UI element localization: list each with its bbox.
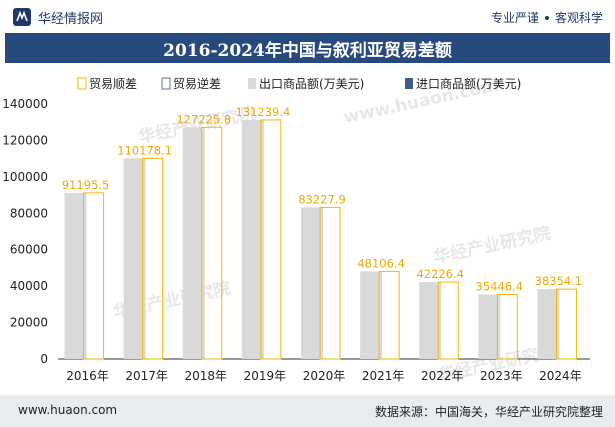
brand-logo-icon (13, 8, 31, 26)
surplus-bar (555, 288, 577, 360)
x-tick-label: 2017年 (125, 369, 168, 383)
legend-swatch (248, 78, 256, 89)
y-tick-label: 60000 (10, 243, 48, 257)
separator-dot-icon (544, 15, 549, 20)
surplus-bar (201, 126, 223, 360)
export-bar (360, 271, 383, 359)
x-tick-label: 2024年 (539, 369, 582, 383)
y-tick-label: 20000 (10, 316, 48, 330)
export-bar (64, 192, 87, 359)
legend-swatch (405, 78, 413, 89)
legend-label: 贸易逆差 (173, 76, 221, 91)
bar-chart: 华经产业研究院 www.huaon.com华经产业研究院华经产业研究院华经产业研究… (2, 76, 590, 386)
data-label: 83227.9 (298, 192, 346, 206)
y-tick-label: 100000 (2, 170, 48, 184)
data-label: 127225.8 (176, 112, 231, 126)
surplus-bar (83, 192, 105, 360)
footer-source: 数据来源：中国海关，华经产业研究院整理 (374, 405, 603, 419)
export-bar (301, 207, 323, 359)
y-tick-label: 0 (40, 352, 48, 366)
export-bar (123, 158, 146, 359)
surplus-bar (260, 119, 282, 360)
chart-title: 2016-2024年中国与叙利亚贸易差额 (163, 40, 452, 61)
export-bar (478, 294, 501, 359)
slogan-right: 客观科学 (554, 11, 603, 25)
legend-label: 出口商品额(万美元) (259, 76, 364, 91)
brand[interactable]: 华经情报网 (12, 7, 103, 27)
x-tick-label: 2018年 (185, 369, 228, 383)
footer: www.huaon.com 数据来源：中国海关，华经产业研究院整理 (0, 395, 615, 427)
x-tick-label: 2020年 (303, 369, 346, 383)
y-tick-label: 80000 (10, 206, 48, 220)
x-tick-label: 2016年 (66, 369, 109, 383)
export-bar (241, 119, 264, 359)
data-label: 131239.4 (235, 105, 290, 119)
slogan: 专业严谨 客观科学 (491, 9, 603, 26)
surplus-bar (437, 281, 459, 360)
surplus-bar (319, 206, 341, 360)
data-label: 42226.4 (416, 267, 464, 281)
surplus-bar (378, 270, 400, 360)
footer-website[interactable]: www.huaon.com (18, 403, 118, 417)
surplus-bar (496, 293, 518, 360)
brand-name: 华经情报网 (38, 11, 104, 27)
data-label: 48106.4 (357, 256, 405, 270)
data-label: 35446.4 (476, 279, 524, 293)
title-bar: 2016-2024年中国与叙利亚贸易差额 (5, 33, 610, 63)
legend-label: 进口商品额(万美元) (416, 76, 521, 91)
y-tick-label: 140000 (2, 97, 48, 111)
legend-label: 贸易顺差 (89, 77, 137, 91)
data-label: 91195.5 (62, 178, 110, 192)
slogan-left: 专业严谨 (490, 11, 539, 25)
x-tick-label: 2022年 (421, 369, 464, 383)
x-tick-label: 2021年 (362, 369, 405, 383)
surplus-bar (142, 157, 164, 360)
data-label: 38354.1 (535, 274, 583, 288)
top-bar: 华经情报网 专业严谨 客观科学 (0, 0, 615, 33)
data-label: 110178.1 (117, 143, 172, 157)
watermark-text: 华经产业研究院 (432, 223, 553, 268)
export-bar (537, 289, 560, 359)
y-tick-label: 40000 (10, 279, 48, 293)
legend-swatch (161, 77, 171, 90)
y-tick-label: 120000 (2, 133, 48, 147)
export-bar (182, 127, 205, 359)
legend-swatch (77, 77, 87, 90)
x-tick-label: 2019年 (244, 369, 287, 383)
x-tick-label: 2023年 (480, 369, 523, 383)
export-bar (419, 282, 442, 359)
